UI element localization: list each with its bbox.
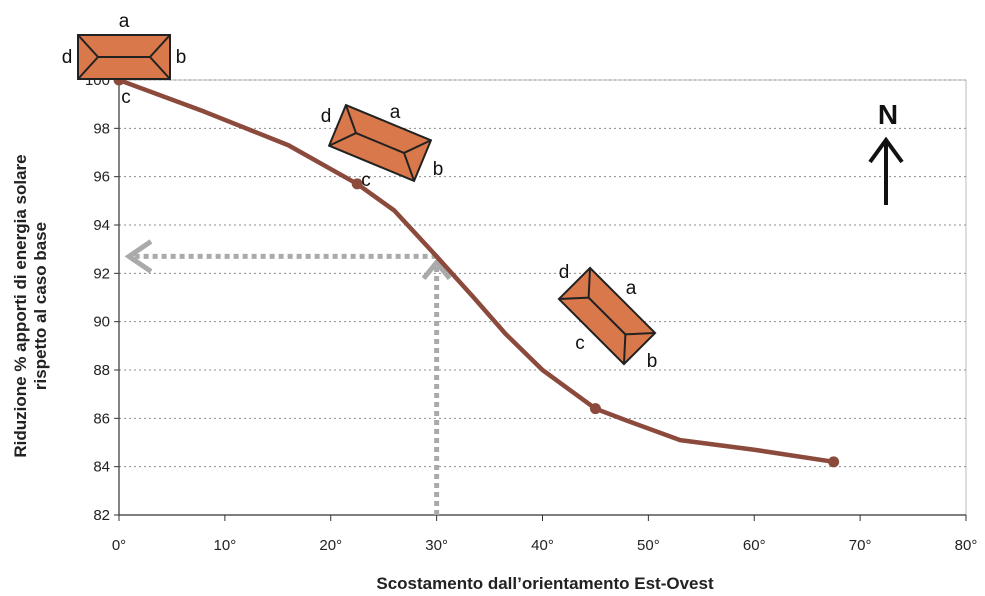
data-point xyxy=(589,403,601,415)
x-tick-label: 20° xyxy=(319,537,342,554)
y-tick-label: 98 xyxy=(93,120,110,137)
x-tick-label: 0° xyxy=(112,537,126,554)
building-side-label-b: b xyxy=(433,159,444,180)
x-tick-label: 80° xyxy=(955,537,978,554)
y-axis-title-line-1: Riduzione % apporti di energia solare xyxy=(11,154,30,457)
y-tick-label: 82 xyxy=(93,507,110,524)
roof-ridge xyxy=(587,296,627,336)
building-side-label-d: d xyxy=(62,47,73,68)
grid xyxy=(119,79,967,515)
x-axis-title: Scostamento dall’orientamento Est-Ovest xyxy=(376,574,714,593)
y-tick-label: 86 xyxy=(93,410,110,427)
building-side-label-a: a xyxy=(119,11,130,32)
x-tick-label: 30° xyxy=(425,537,448,554)
building-side-label-d: d xyxy=(559,262,570,283)
building-side-label-c: c xyxy=(121,87,131,108)
x-tick-label: 50° xyxy=(637,537,660,554)
building-side-label-c: c xyxy=(361,170,371,191)
y-tick-label: 90 xyxy=(93,314,110,331)
y-tick-label: 88 xyxy=(93,362,110,379)
y-tick-label: 84 xyxy=(93,459,110,476)
building-side-label-b: b xyxy=(176,47,187,68)
y-tick-label: 92 xyxy=(93,265,110,282)
guide-up-arrowhead-icon xyxy=(421,258,452,280)
y-tick-label: 94 xyxy=(93,217,110,234)
data-point xyxy=(351,178,363,190)
building-side-label-a: a xyxy=(390,102,401,123)
building-side-label-b: b xyxy=(647,351,658,372)
roof-ridge-right xyxy=(402,139,432,182)
data-point xyxy=(828,456,840,468)
guide-left-arrowhead-icon xyxy=(124,239,153,274)
building-icon xyxy=(557,266,657,366)
y-axis-title: Riduzione % apporti di energia solare ri… xyxy=(11,154,50,457)
building-side-label-c: c xyxy=(575,333,585,354)
series-line xyxy=(116,77,836,465)
y-tick-label: 96 xyxy=(93,169,110,186)
x-tick-label: 60° xyxy=(743,537,766,554)
x-tick-label: 70° xyxy=(849,537,872,554)
building-side-label-a: a xyxy=(626,278,637,299)
north-arrow-icon xyxy=(868,136,904,205)
roof-ridge-left xyxy=(328,104,358,147)
roof-ridge xyxy=(355,132,405,154)
building-icons: a b c d a b c d a b c d xyxy=(62,11,658,372)
x-tick-label: 40° xyxy=(531,537,554,554)
y-axis-title-line-2: rispetto al caso base xyxy=(31,222,50,390)
building-icon xyxy=(77,34,171,80)
north-label: N xyxy=(878,99,898,130)
x-tick-label: 10° xyxy=(214,537,237,554)
building-icon xyxy=(327,103,433,183)
series xyxy=(113,74,840,468)
guide-arrows xyxy=(124,239,452,515)
north-indicator: N xyxy=(868,99,904,205)
building-side-label-d: d xyxy=(321,106,332,127)
